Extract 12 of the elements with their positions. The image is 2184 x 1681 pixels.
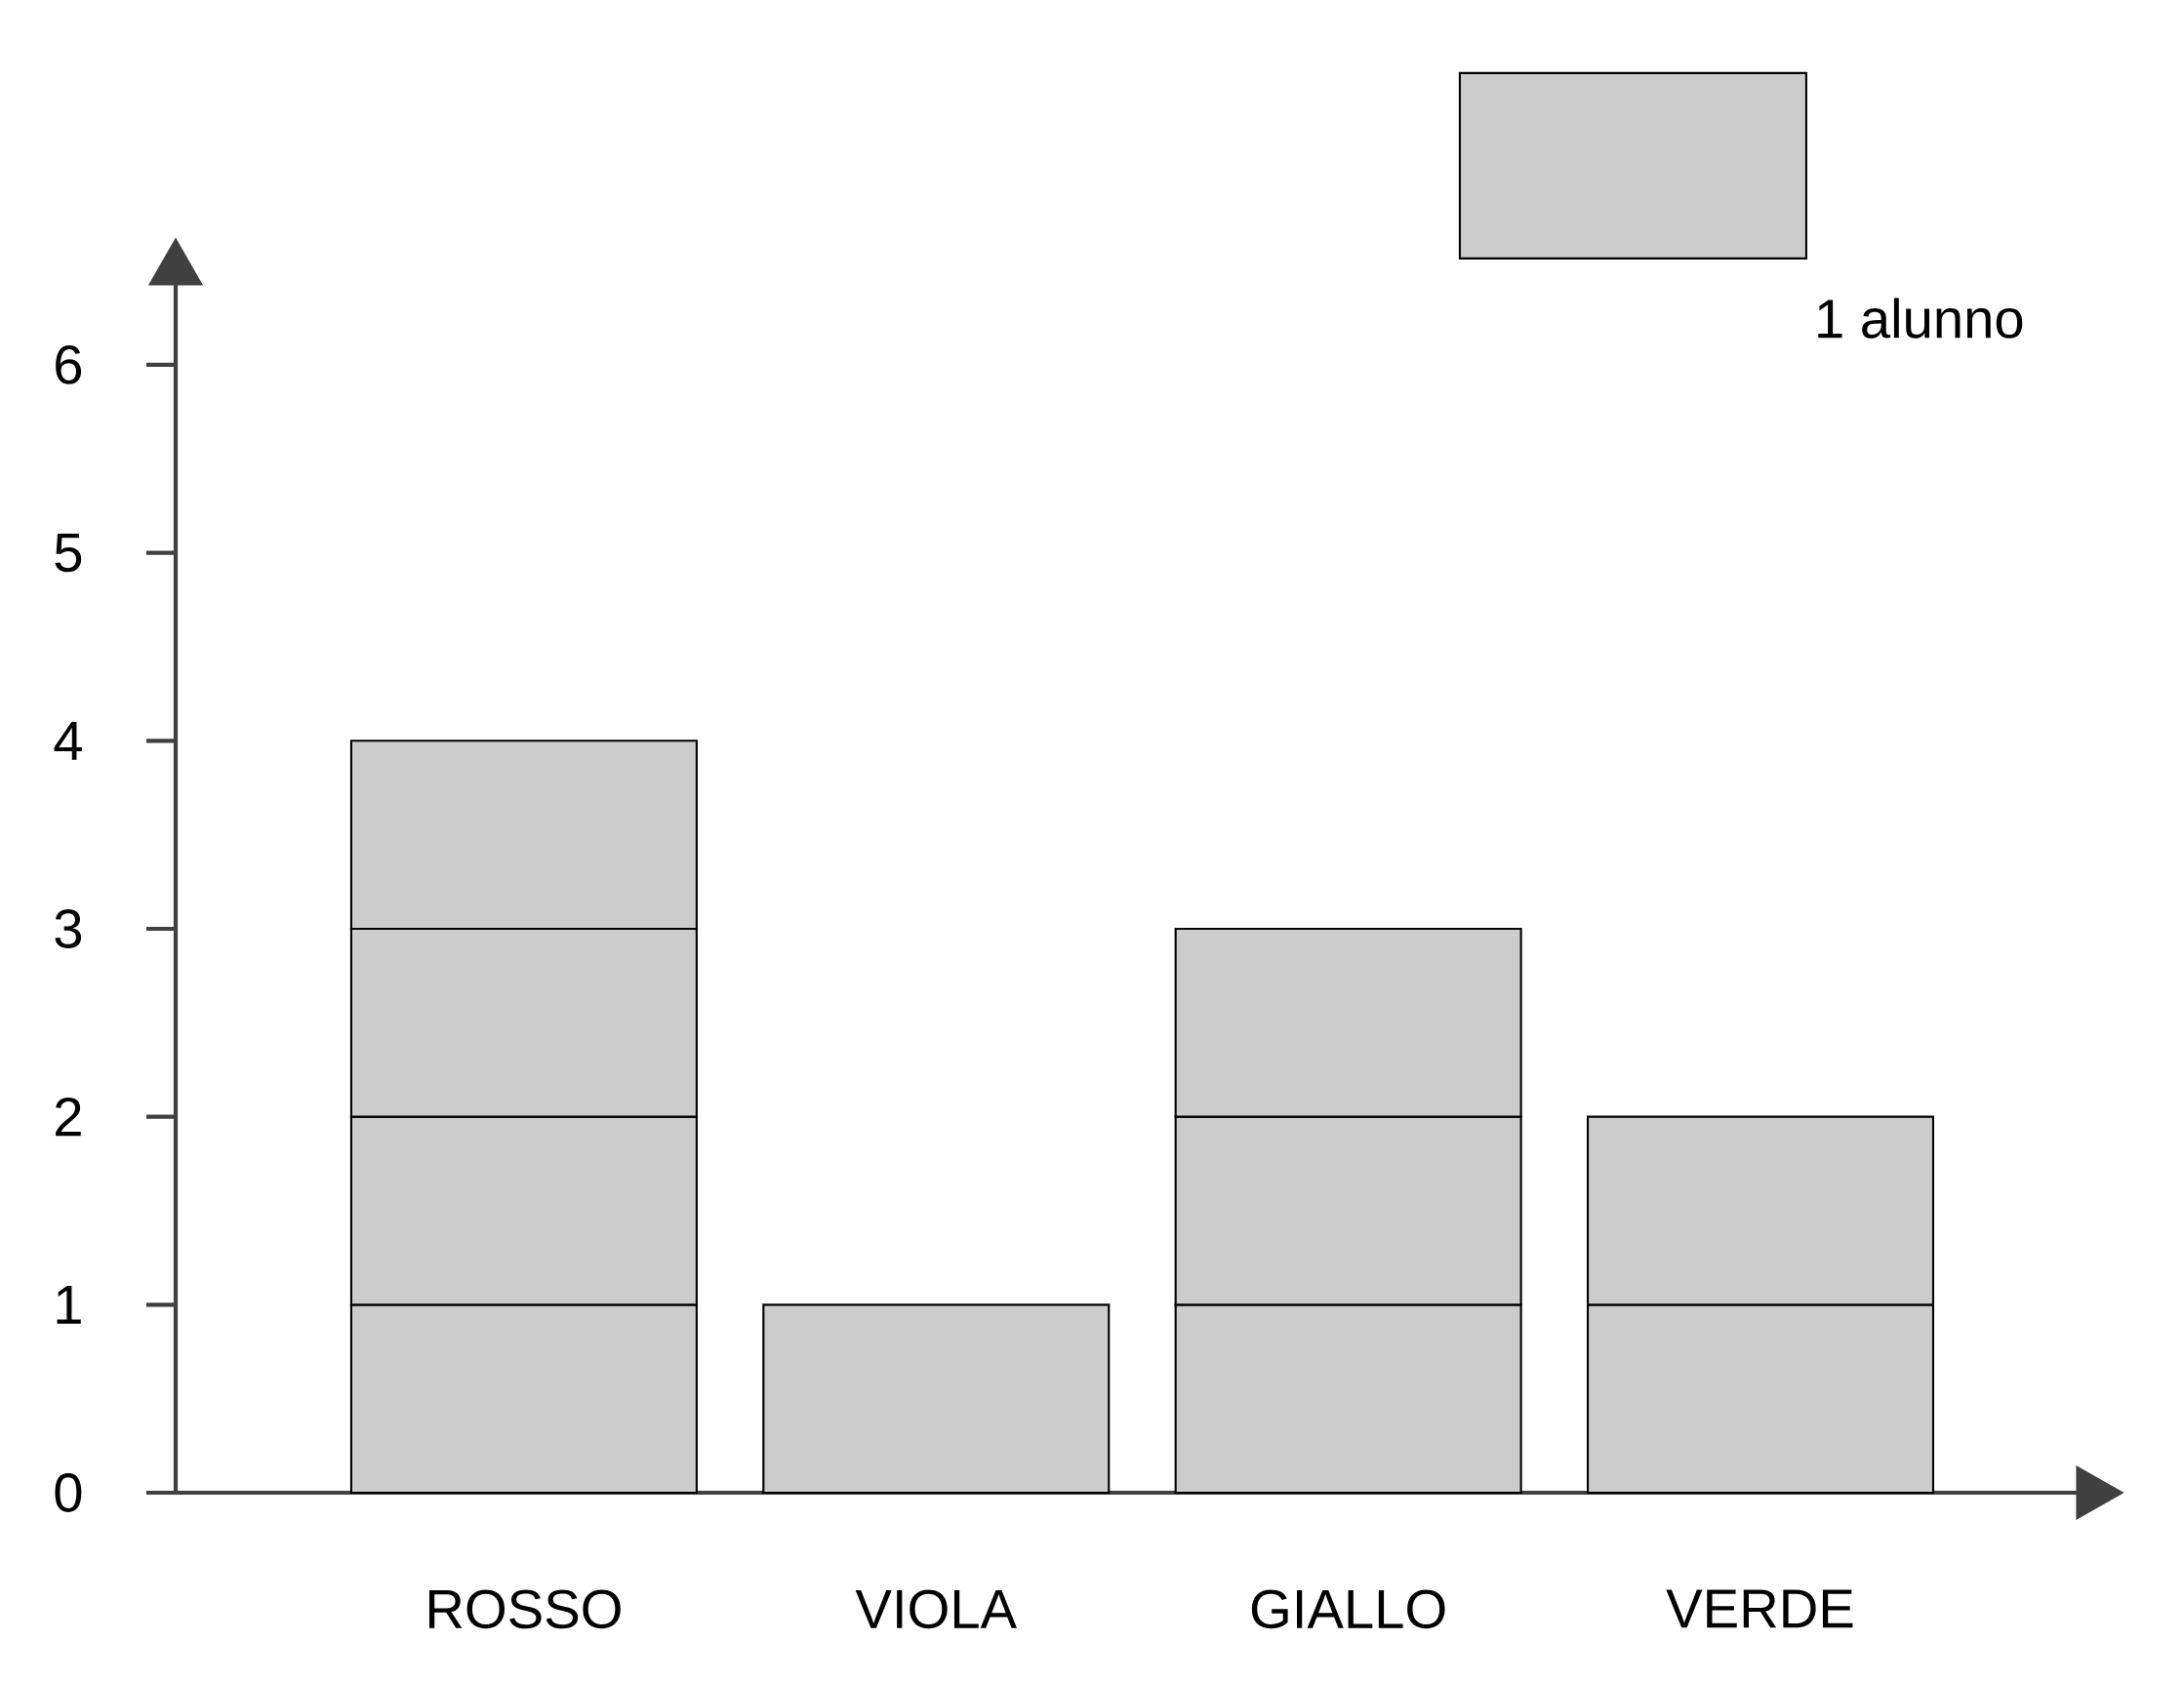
- x-tick-label: VIOLA: [855, 1589, 1017, 1629]
- text: 1 alunno: [1818, 298, 2023, 339]
- y-tick-label: 2: [56, 1098, 81, 1137]
- x-tick-label: GIALLO: [1251, 1589, 1445, 1629]
- y-tick-label: 6: [56, 345, 82, 384]
- y-tick-label: 4: [54, 721, 82, 760]
- x-tick-label: VERDE: [1666, 1589, 1853, 1628]
- x-tick-label: ROSSO: [428, 1589, 621, 1629]
- y-tick-label: 0: [55, 1473, 82, 1512]
- y-tick-label: 1: [57, 1285, 81, 1324]
- y-tick-label: 5: [55, 534, 82, 573]
- y-tick-label: 3: [55, 909, 82, 948]
